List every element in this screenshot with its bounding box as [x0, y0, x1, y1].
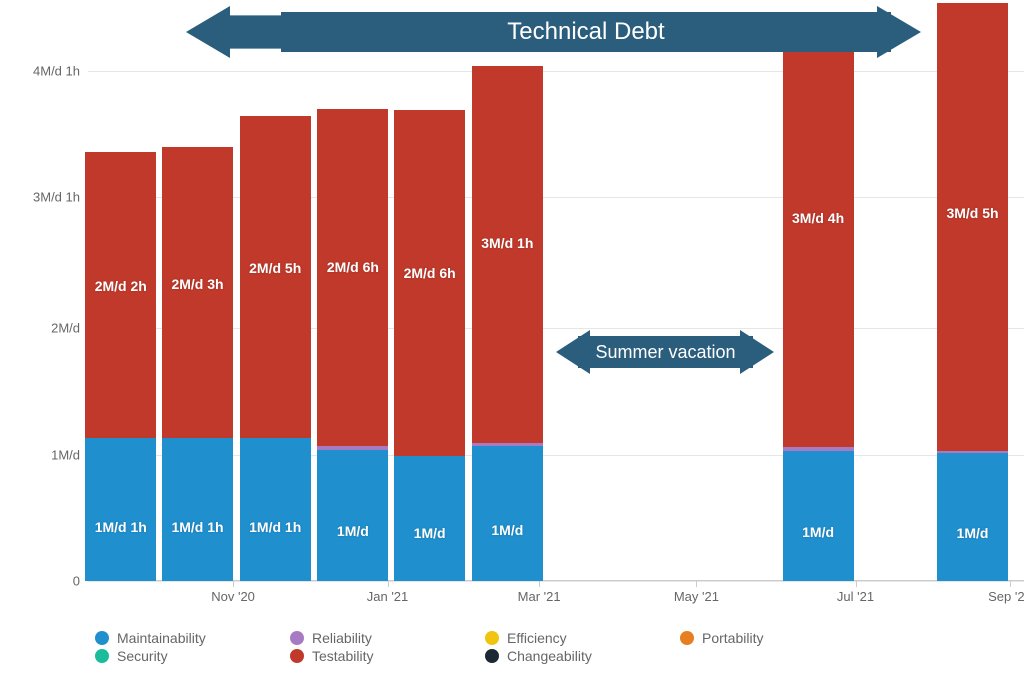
legend-item-security[interactable]: Security [95, 648, 260, 664]
legend-item-portability[interactable]: Portability [680, 630, 845, 646]
legend-swatch [485, 649, 499, 663]
legend-label: Testability [312, 648, 373, 664]
bar-segment-testability: 2M/d 6h [317, 109, 388, 446]
bar-segment-reliability [317, 446, 388, 450]
y-tick-label: 4M/d 1h [33, 63, 88, 78]
legend-swatch [680, 631, 694, 645]
legend: Maintainability Reliability Efficiency Port… [95, 630, 1024, 666]
bar-segment-maintainability: 1M/d [937, 453, 1008, 581]
x-axis: Nov '20 Jan '21 Mar '21 May '21 Jul '21 Sep '… [88, 581, 1024, 621]
x-tick [388, 581, 389, 587]
legend-label: Changeability [507, 648, 592, 664]
y-tick-label: 2M/d [51, 321, 88, 336]
legend-swatch [485, 631, 499, 645]
bars-layer: 1M/d 1h 2M/d 2h 1M/d 1h 2M/d 3h 1M/d 1h 2M/d … [88, 0, 1024, 581]
x-tick [233, 581, 234, 587]
bar-segment-reliability [472, 443, 543, 446]
legend-item-changeability[interactable]: Changeability [485, 648, 650, 664]
legend-swatch [95, 649, 109, 663]
bar-group: 1M/d 1h 2M/d 3h [162, 147, 233, 581]
x-tick [696, 581, 697, 587]
x-tick-label: Jul '21 [837, 589, 874, 604]
technical-debt-label: Technical Debt [281, 12, 891, 52]
x-tick [1010, 581, 1011, 587]
bar-segment-label: 1M/d 1h [171, 519, 223, 535]
bar-group: 1M/d 2M/d 6h [394, 110, 465, 581]
bar-segment-testability: 2M/d 6h [394, 110, 465, 456]
bar-group: 1M/d 2M/d 6h [317, 109, 388, 581]
legend-label: Portability [702, 630, 763, 646]
bar-segment-maintainability: 1M/d [394, 456, 465, 581]
bar-segment-testability: 2M/d 5h [240, 116, 311, 438]
x-tick-label: Jan '21 [367, 589, 409, 604]
legend-label: Reliability [312, 630, 372, 646]
legend-label: Maintainability [117, 630, 206, 646]
y-tick-label: 1M/d [51, 447, 88, 462]
bar-segment-testability: 2M/d 2h [85, 152, 156, 439]
bar-segment-label: 2M/d 2h [95, 278, 147, 294]
plot-area: 01M/d2M/d3M/d 1h4M/d 1h1M/d 1h2M/d 2h1M/… [88, 0, 1024, 581]
x-tick [539, 581, 540, 587]
bar-segment-label: 1M/d [491, 522, 523, 538]
bar-segment-testability: 3M/d 1h [472, 66, 543, 444]
legend-item-reliability[interactable]: Reliability [290, 630, 455, 646]
bar-segment-label: 1M/d [337, 523, 369, 539]
bar-segment-maintainability: 1M/d [783, 451, 854, 581]
bar-group: 1M/d 3M/d 1h [472, 66, 543, 581]
bar-segment-maintainability: 1M/d [472, 446, 543, 581]
bar-segment-maintainability: 1M/d 1h [240, 438, 311, 581]
bar-group: 1M/d 3M/d 5h [937, 3, 1008, 581]
technical-debt-text: Technical Debt [507, 18, 664, 46]
bar-segment-maintainability: 1M/d 1h [85, 438, 156, 581]
bar-segment-testability: 3M/d 5h [937, 3, 1008, 451]
x-tick-label: May '21 [674, 589, 719, 604]
bar-segment-testability: 3M/d 4h [783, 15, 854, 447]
bar-segment-maintainability: 1M/d [317, 450, 388, 581]
legend-swatch [290, 649, 304, 663]
legend-item-testability[interactable]: Testability [290, 648, 455, 664]
bar-segment-reliability [783, 447, 854, 451]
bar-group: 1M/d 1h 2M/d 5h [240, 116, 311, 581]
y-tick-label: 3M/d 1h [33, 190, 88, 205]
legend-label: Security [117, 648, 168, 664]
bar-segment-label: 2M/d 5h [249, 260, 301, 276]
legend-swatch [95, 631, 109, 645]
summer-vacation-text: Summer vacation [595, 342, 735, 363]
summer-vacation-label: Summer vacation [578, 336, 753, 368]
x-tick-label: Sep '21 [988, 589, 1024, 604]
bar-segment-label: 1M/d [802, 524, 834, 540]
bar-segment-label: 2M/d 6h [327, 259, 379, 275]
bar-segment-label: 3M/d 4h [792, 210, 844, 226]
x-tick-label: Nov '20 [211, 589, 255, 604]
bar-segment-maintainability: 1M/d 1h [162, 438, 233, 581]
bar-segment-testability: 2M/d 3h [162, 147, 233, 439]
legend-item-maintainability[interactable]: Maintainability [95, 630, 260, 646]
bar-segment-label: 1M/d 1h [95, 519, 147, 535]
bar-segment-label: 2M/d 6h [404, 265, 456, 281]
legend-label: Efficiency [507, 630, 567, 646]
legend-item-efficiency[interactable]: Efficiency [485, 630, 650, 646]
bar-segment-label: 2M/d 3h [171, 276, 223, 292]
technical-debt-chart: 01M/d2M/d3M/d 1h4M/d 1h1M/d 1h2M/d 2h1M/… [0, 0, 1024, 685]
bar-segment-label: 1M/d [414, 525, 446, 541]
x-tick [856, 581, 857, 587]
bar-segment-label: 3M/d 1h [481, 235, 533, 251]
bar-group: 1M/d 3M/d 4h [783, 15, 854, 581]
legend-swatch [290, 631, 304, 645]
bar-segment-label: 3M/d 5h [946, 205, 998, 221]
x-tick-label: Mar '21 [518, 589, 561, 604]
bar-segment-label: 1M/d 1h [249, 519, 301, 535]
bar-segment-label: 1M/d [957, 525, 989, 541]
bar-group: 1M/d 1h 2M/d 2h [85, 152, 156, 581]
bar-segment-reliability [937, 451, 1008, 454]
